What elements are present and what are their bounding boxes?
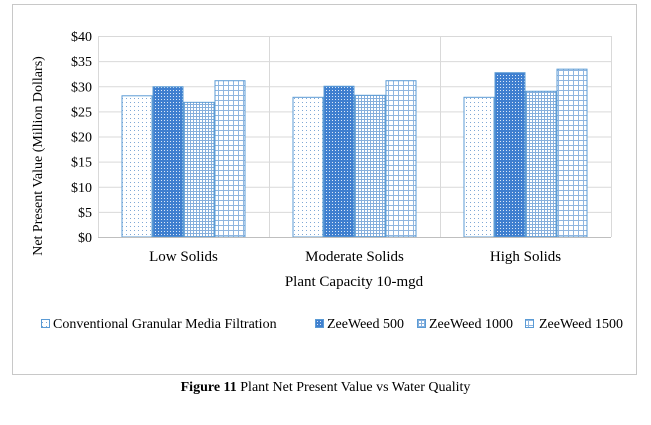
x-tick-label: Low Solids — [149, 249, 218, 265]
bar-4-moderate-solids — [385, 80, 417, 238]
figure-caption: Figure 11 Plant Net Present Value vs Wat… — [0, 380, 651, 396]
y-tick-label: $10 — [71, 181, 92, 196]
y-tick-label: $5 — [78, 206, 92, 221]
bar-3-low-solids — [183, 101, 215, 238]
figure-number: Figure 11 — [180, 380, 237, 395]
bar-1-moderate-solids — [292, 96, 324, 238]
bar-1-high-solids — [463, 96, 495, 238]
x-tick-label: Moderate Solids — [305, 249, 404, 265]
bar-2-high-solids — [494, 72, 526, 238]
bar-2-low-solids — [152, 86, 184, 238]
y-tick-label: $30 — [71, 80, 92, 95]
x-axis-label: Plant Capacity 10-mgd — [285, 274, 424, 290]
chart-frame: $0 $5 $10 $15 $20 $25 $30 $35 $40 Low Solids Mode… — [12, 4, 637, 375]
bar-3-high-solids — [525, 90, 557, 238]
y-tick-label: $20 — [71, 131, 92, 146]
legend-swatch — [41, 319, 50, 328]
bar-4-low-solids — [214, 80, 246, 238]
bar-1-low-solids — [121, 95, 153, 238]
y-tick-label: $25 — [71, 105, 92, 120]
x-tick-label: High Solids — [490, 249, 561, 265]
legend-label: ZeeWeed 1000 — [429, 317, 513, 332]
bar-4-high-solids — [556, 68, 588, 238]
y-tick-labels: $0 $5 $10 $15 $20 $25 $30 $35 $40 — [71, 30, 92, 246]
y-axis-label: Net Present Value (Million Dollars) — [31, 56, 46, 256]
legend: Conventional Granular Media Filtration Ze… — [41, 317, 623, 332]
legend-label: ZeeWeed 1500 — [539, 317, 623, 332]
bar-2-moderate-solids — [323, 85, 355, 238]
legend-swatch — [417, 319, 426, 328]
figure-caption-text: Plant Net Present Value vs Water Quality — [236, 380, 471, 395]
bars — [121, 68, 588, 238]
y-tick-label: $35 — [71, 55, 92, 70]
x-tick-labels: Low Solids Moderate Solids High Solids — [149, 249, 561, 265]
legend-swatch — [525, 319, 534, 328]
legend-label: ZeeWeed 500 — [327, 317, 404, 332]
y-tick-label: $0 — [78, 231, 92, 246]
y-tick-label: $40 — [71, 30, 92, 45]
y-tick-label: $15 — [71, 156, 92, 171]
legend-label: Conventional Granular Media Filtration — [53, 317, 277, 332]
bar-3-moderate-solids — [354, 94, 386, 238]
bar-chart: $0 $5 $10 $15 $20 $25 $30 $35 $40 Low Solids Mode… — [31, 30, 623, 332]
legend-swatch — [315, 319, 324, 328]
